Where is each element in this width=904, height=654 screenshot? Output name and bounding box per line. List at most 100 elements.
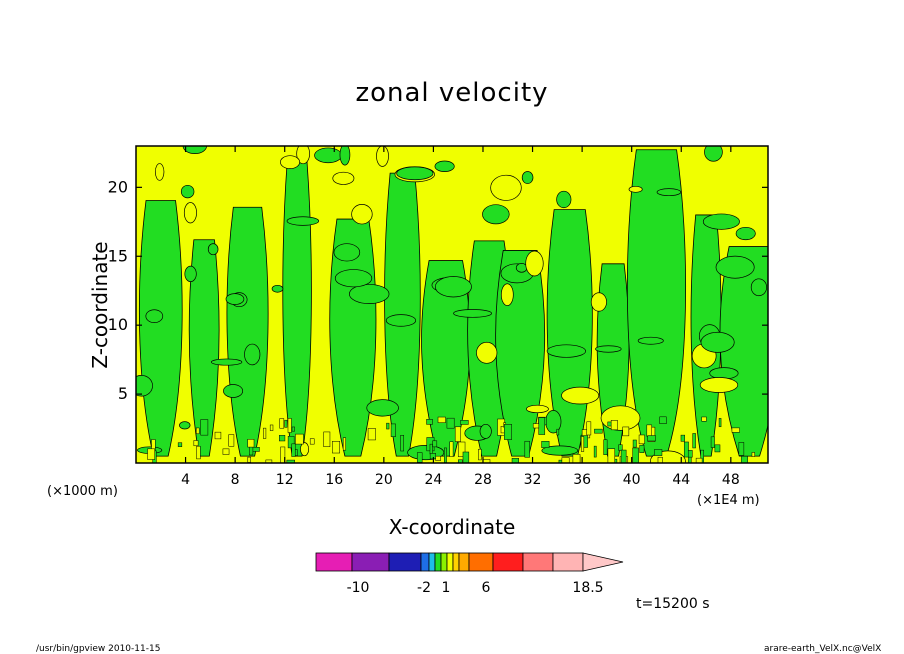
contour-cell <box>695 457 703 463</box>
contour-cell <box>683 441 689 458</box>
contour-patch <box>225 293 245 305</box>
contour-patch <box>704 146 723 162</box>
colorbar-arrow <box>582 552 624 572</box>
contour-cell <box>618 444 623 451</box>
contour-patch <box>271 284 284 293</box>
contour-patch <box>366 399 399 417</box>
colorbar-segment <box>434 552 442 572</box>
contour-cell <box>632 439 637 448</box>
contour-patch <box>546 344 586 358</box>
contour-cell <box>280 446 286 463</box>
contour-cell <box>483 459 491 463</box>
contour-cell <box>593 445 597 458</box>
contour-cell <box>323 431 331 447</box>
contour-cell <box>680 434 685 442</box>
contour-region <box>421 260 471 457</box>
contour-patch <box>476 341 498 364</box>
contour-cell <box>657 456 663 463</box>
contour-cell <box>263 427 267 439</box>
contour-patch <box>541 445 579 456</box>
contour-cell <box>524 440 530 458</box>
contour-cell <box>639 444 645 453</box>
contour-patch <box>223 384 244 398</box>
contour-cell <box>200 419 209 436</box>
y-tick-label: 15 <box>108 246 128 265</box>
contour-cell <box>460 420 469 425</box>
contour-patch <box>490 174 522 201</box>
colorbar-segment <box>440 552 448 572</box>
contour-cell <box>478 448 482 461</box>
contour-patch <box>332 171 355 185</box>
x-tick-label: 8 <box>231 472 240 488</box>
contour-cell <box>454 426 461 442</box>
x-axis-label: X-coordinate <box>388 515 516 539</box>
contour-cell <box>580 436 585 452</box>
contour-cell <box>247 456 251 463</box>
contour-patch <box>296 146 310 165</box>
x-tick-label: 4 <box>181 472 190 488</box>
contour-cell <box>740 455 748 463</box>
colorbar-segment <box>315 552 353 572</box>
contour-cell <box>701 416 707 422</box>
contour-cell <box>504 424 512 440</box>
contour-cell <box>449 441 454 457</box>
contour-patch <box>333 243 361 262</box>
contour-cell <box>458 459 463 463</box>
y-axis-label: Z-coordinate <box>88 241 112 369</box>
contour-cell <box>462 451 470 463</box>
contour-cell <box>367 428 376 441</box>
contour-cell <box>291 426 295 432</box>
contour-cell <box>386 422 390 430</box>
contour-region <box>188 239 220 457</box>
contour-cell <box>446 417 455 429</box>
contour-cell <box>196 445 201 460</box>
plot-frame <box>135 145 769 464</box>
contour-cell <box>556 428 560 436</box>
contour-cell <box>558 459 563 463</box>
contour-cell <box>416 452 423 463</box>
x-tick-label: 48 <box>722 472 740 488</box>
contour-cell <box>692 433 696 449</box>
x-unit-left: (×1000 m) <box>47 484 118 499</box>
colorbar-label: 6 <box>482 580 491 596</box>
contour-cell <box>710 436 715 448</box>
contour-cell <box>400 435 404 452</box>
contour-patch <box>334 269 373 288</box>
contour-patch <box>561 386 600 405</box>
contour-patch <box>526 404 549 414</box>
contour-patch <box>709 367 739 380</box>
contour-cell <box>586 421 592 436</box>
contour-cell <box>332 441 340 454</box>
colorbar-label: 1 <box>442 580 451 596</box>
contour-cell <box>751 452 755 457</box>
contour-patch <box>183 202 197 224</box>
contour-patch <box>145 309 164 323</box>
contour-patch <box>702 213 740 230</box>
contour-patch <box>244 343 261 366</box>
colorbar-segment <box>388 552 422 572</box>
contour-cell <box>279 418 285 429</box>
contour-patch <box>500 283 514 306</box>
contour-cell <box>632 447 639 463</box>
contour-patch <box>180 184 195 199</box>
contour-patch <box>590 292 607 312</box>
contour-cell <box>731 427 740 433</box>
contour-patch <box>179 421 191 430</box>
contour-patch <box>595 345 622 353</box>
contour-cell <box>342 437 346 451</box>
contour-cell <box>429 443 433 455</box>
colorbar-label: -10 <box>347 580 370 596</box>
y-tick-label: 10 <box>108 315 128 334</box>
colorbar-label: -2 <box>417 580 431 596</box>
contour-cell <box>435 455 441 461</box>
x-tick-label: 24 <box>424 472 442 488</box>
contour-cell <box>295 433 304 445</box>
x-tick-label: 32 <box>524 472 542 488</box>
contour-cell <box>646 424 652 437</box>
contour-cell <box>594 428 603 434</box>
time-label: t=15200 s <box>636 596 710 612</box>
contour-cell <box>228 434 235 447</box>
contour-cell <box>457 441 466 457</box>
contour-cell <box>222 448 230 455</box>
